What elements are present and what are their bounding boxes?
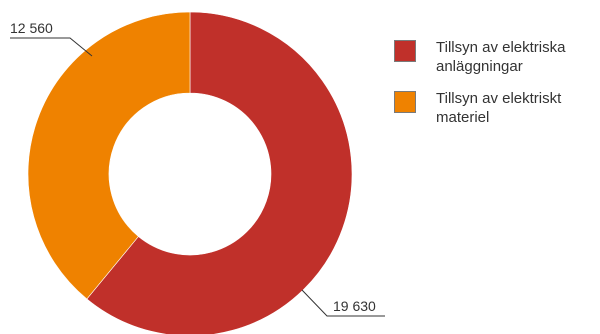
- data-label-materiel: 12 560: [10, 20, 53, 36]
- data-label-anlaggningar: 19 630: [333, 298, 376, 314]
- slice-anlaggningar: [86, 11, 353, 334]
- legend-label-materiel: Tillsyn av elektriskt materiel: [436, 90, 562, 126]
- legend-item-materiel: Tillsyn av elektriskt materiel: [394, 89, 600, 127]
- legend-swatch-anlaggningar: [394, 40, 416, 62]
- leader-line-anlaggningar: [301, 289, 385, 317]
- legend-item-anlaggningar: Tillsyn av elektriska anläggningar: [394, 38, 600, 76]
- legend-label-anlaggningar: Tillsyn av elektriska anläggningar: [436, 39, 566, 75]
- legend-swatch-materiel: [394, 91, 416, 113]
- slice-materiel: [27, 11, 191, 300]
- leader-line-materiel: [10, 37, 93, 57]
- legend: Tillsyn av elektriska anläggningar Tills…: [394, 38, 600, 140]
